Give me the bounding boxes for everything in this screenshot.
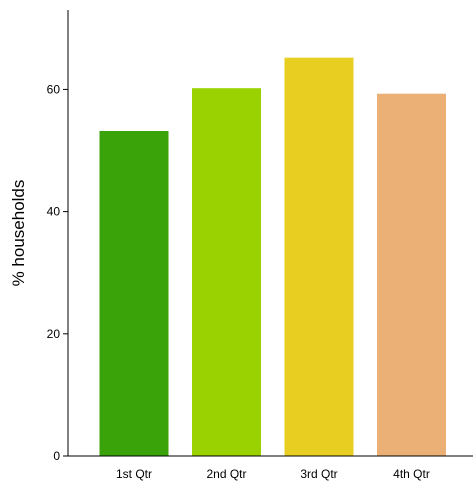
y-tick-label: 40 — [47, 205, 61, 219]
bars — [99, 57, 446, 457]
bar-1 — [99, 130, 169, 457]
x-ticks: 1st Qtr 2nd Qtr 3rd Qtr 4th Qtr — [116, 467, 430, 481]
y-ticks: 0 20 40 60 — [47, 82, 68, 463]
y-tick-label: 60 — [47, 82, 61, 96]
x-tick-label: 2nd Qtr — [206, 467, 246, 481]
x-tick-label: 4th Qtr — [393, 467, 430, 481]
x-tick-label: 3rd Qtr — [300, 467, 337, 481]
bar-2 — [192, 88, 261, 457]
y-axis-title: % households — [9, 180, 28, 287]
bar-4 — [377, 93, 446, 457]
x-tick-label: 1st Qtr — [116, 467, 152, 481]
y-tick-label: 20 — [47, 327, 61, 341]
bar-3 — [284, 57, 354, 457]
y-tick-label: 0 — [53, 449, 60, 463]
